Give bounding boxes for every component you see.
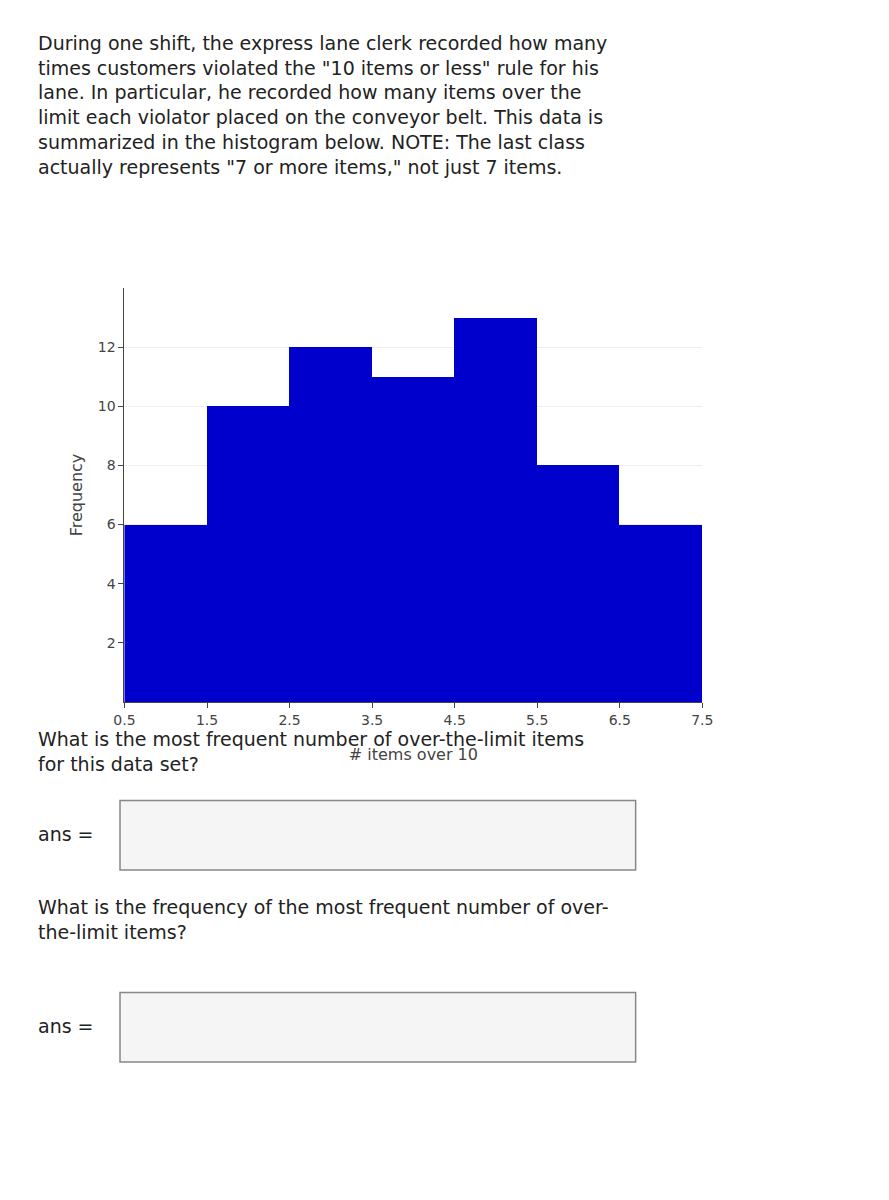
svg-text:1.5: 1.5 xyxy=(196,712,218,728)
svg-text:10: 10 xyxy=(98,398,116,414)
svg-text:# items over 10: # items over 10 xyxy=(349,745,478,764)
svg-text:8: 8 xyxy=(107,457,116,473)
svg-text:7.5: 7.5 xyxy=(691,712,713,728)
svg-text:2.5: 2.5 xyxy=(278,712,300,728)
svg-text:5.5: 5.5 xyxy=(526,712,548,728)
svg-text:During one shift, the express: During one shift, the express lane clerk… xyxy=(38,32,607,178)
svg-text:6: 6 xyxy=(107,516,116,532)
svg-text:4: 4 xyxy=(107,576,116,592)
svg-text:2: 2 xyxy=(107,635,116,651)
svg-text:4.5: 4.5 xyxy=(444,712,466,728)
svg-text:12: 12 xyxy=(98,339,116,355)
svg-text:0.5: 0.5 xyxy=(113,712,135,728)
svg-text:ans =: ans = xyxy=(38,823,94,845)
svg-text:3.5: 3.5 xyxy=(361,712,383,728)
svg-text:What is the most frequent numb: What is the most frequent number of over… xyxy=(38,728,584,775)
svg-text:6.5: 6.5 xyxy=(609,712,631,728)
svg-text:What is the frequency of the m: What is the frequency of the most freque… xyxy=(38,896,608,943)
svg-text:Frequency: Frequency xyxy=(67,454,86,537)
svg-text:ans =: ans = xyxy=(38,1015,94,1037)
